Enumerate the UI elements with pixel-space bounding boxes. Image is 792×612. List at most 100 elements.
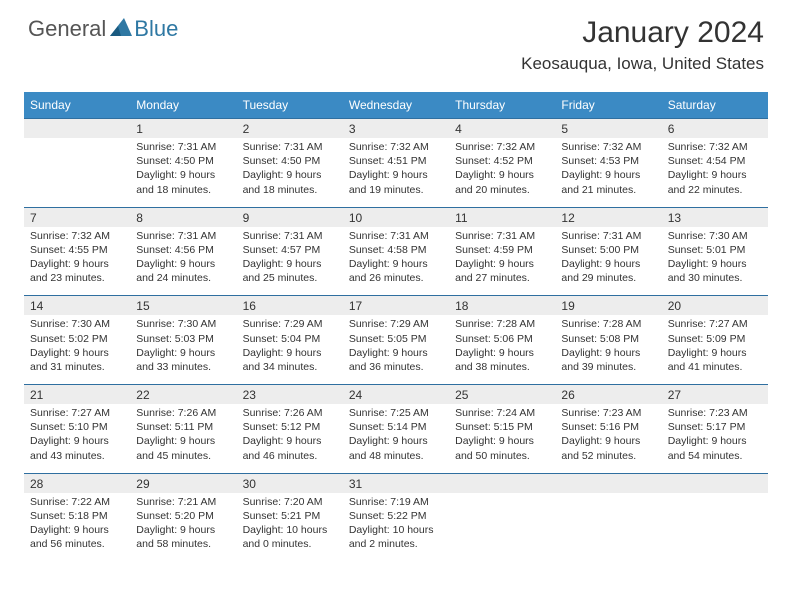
sunrise-line: Sunrise: 7:31 AM [136,140,230,154]
date-number-cell [449,473,555,493]
sunset-line: Sunset: 5:18 PM [30,509,124,523]
sunset-line: Sunset: 5:03 PM [136,332,230,346]
sunrise-line: Sunrise: 7:21 AM [136,495,230,509]
daylight-line: Daylight: 9 hours and 46 minutes. [243,434,337,462]
daylight-line: Daylight: 9 hours and 45 minutes. [136,434,230,462]
sunrise-line: Sunrise: 7:23 AM [561,406,655,420]
date-number-cell: 30 [237,473,343,493]
date-data-cell: Sunrise: 7:28 AMSunset: 5:06 PMDaylight:… [449,315,555,384]
sunset-line: Sunset: 5:11 PM [136,420,230,434]
date-data-cell: Sunrise: 7:29 AMSunset: 5:04 PMDaylight:… [237,315,343,384]
daylight-line: Daylight: 9 hours and 36 minutes. [349,346,443,374]
date-data-cell: Sunrise: 7:32 AMSunset: 4:51 PMDaylight:… [343,138,449,207]
sunset-line: Sunset: 4:59 PM [455,243,549,257]
daylight-line: Daylight: 9 hours and 48 minutes. [349,434,443,462]
date-data-cell: Sunrise: 7:19 AMSunset: 5:22 PMDaylight:… [343,493,449,562]
sunset-line: Sunset: 4:57 PM [243,243,337,257]
date-data-cell: Sunrise: 7:20 AMSunset: 5:21 PMDaylight:… [237,493,343,562]
date-data-cell: Sunrise: 7:31 AMSunset: 4:50 PMDaylight:… [237,138,343,207]
calendar-table: Sunday Monday Tuesday Wednesday Thursday… [24,92,768,561]
daylight-line: Daylight: 9 hours and 34 minutes. [243,346,337,374]
date-number-cell: 17 [343,296,449,316]
date-number-cell [24,119,130,139]
date-data-cell: Sunrise: 7:32 AMSunset: 4:55 PMDaylight:… [24,227,130,296]
sunrise-line: Sunrise: 7:20 AM [243,495,337,509]
sunset-line: Sunset: 5:12 PM [243,420,337,434]
date-data-cell [662,493,768,562]
logo: General Blue [28,16,178,42]
sunrise-line: Sunrise: 7:23 AM [668,406,762,420]
date-data-cell: Sunrise: 7:32 AMSunset: 4:52 PMDaylight:… [449,138,555,207]
sunrise-line: Sunrise: 7:22 AM [30,495,124,509]
sunset-line: Sunset: 4:54 PM [668,154,762,168]
sunset-line: Sunset: 5:02 PM [30,332,124,346]
logo-text-general: General [28,16,106,42]
date-data-row: Sunrise: 7:22 AMSunset: 5:18 PMDaylight:… [24,493,768,562]
sunrise-line: Sunrise: 7:26 AM [243,406,337,420]
month-title: January 2024 [521,16,764,50]
daylight-line: Daylight: 9 hours and 18 minutes. [136,168,230,196]
title-block: January 2024 Keosauqua, Iowa, United Sta… [521,16,764,74]
sunrise-line: Sunrise: 7:28 AM [561,317,655,331]
sunrise-line: Sunrise: 7:32 AM [668,140,762,154]
sunrise-line: Sunrise: 7:31 AM [349,229,443,243]
date-number-cell: 1 [130,119,236,139]
sunset-line: Sunset: 5:01 PM [668,243,762,257]
daylight-line: Daylight: 9 hours and 50 minutes. [455,434,549,462]
date-number-row: 78910111213 [24,207,768,227]
daylight-line: Daylight: 9 hours and 38 minutes. [455,346,549,374]
day-header: Saturday [662,92,768,119]
daylight-line: Daylight: 9 hours and 27 minutes. [455,257,549,285]
daylight-line: Daylight: 9 hours and 21 minutes. [561,168,655,196]
date-number-cell: 27 [662,385,768,405]
daylight-line: Daylight: 9 hours and 25 minutes. [243,257,337,285]
sunrise-line: Sunrise: 7:32 AM [561,140,655,154]
sunset-line: Sunset: 5:14 PM [349,420,443,434]
sunset-line: Sunset: 4:50 PM [136,154,230,168]
date-number-cell: 24 [343,385,449,405]
sunrise-line: Sunrise: 7:29 AM [243,317,337,331]
sunrise-line: Sunrise: 7:27 AM [30,406,124,420]
sunset-line: Sunset: 4:53 PM [561,154,655,168]
day-header: Friday [555,92,661,119]
header: General Blue January 2024 Keosauqua, Iow… [0,0,792,82]
sunset-line: Sunset: 4:55 PM [30,243,124,257]
date-number-cell: 18 [449,296,555,316]
logo-triangle-icon [110,18,132,41]
date-data-cell: Sunrise: 7:31 AMSunset: 5:00 PMDaylight:… [555,227,661,296]
date-data-cell: Sunrise: 7:31 AMSunset: 4:50 PMDaylight:… [130,138,236,207]
date-number-cell: 23 [237,385,343,405]
sunrise-line: Sunrise: 7:32 AM [349,140,443,154]
date-data-cell: Sunrise: 7:31 AMSunset: 4:58 PMDaylight:… [343,227,449,296]
date-number-cell: 4 [449,119,555,139]
date-data-cell: Sunrise: 7:27 AMSunset: 5:09 PMDaylight:… [662,315,768,384]
date-number-cell: 11 [449,207,555,227]
daylight-line: Daylight: 9 hours and 41 minutes. [668,346,762,374]
daylight-line: Daylight: 9 hours and 23 minutes. [30,257,124,285]
date-number-cell: 16 [237,296,343,316]
sunset-line: Sunset: 5:16 PM [561,420,655,434]
sunrise-line: Sunrise: 7:30 AM [136,317,230,331]
date-data-row: Sunrise: 7:31 AMSunset: 4:50 PMDaylight:… [24,138,768,207]
date-data-cell [449,493,555,562]
daylight-line: Daylight: 9 hours and 29 minutes. [561,257,655,285]
date-data-cell: Sunrise: 7:30 AMSunset: 5:01 PMDaylight:… [662,227,768,296]
date-data-cell: Sunrise: 7:25 AMSunset: 5:14 PMDaylight:… [343,404,449,473]
daylight-line: Daylight: 9 hours and 22 minutes. [668,168,762,196]
sunset-line: Sunset: 5:09 PM [668,332,762,346]
date-number-cell: 21 [24,385,130,405]
date-data-cell [555,493,661,562]
logo-text-blue: Blue [134,16,178,42]
date-number-row: 14151617181920 [24,296,768,316]
date-number-cell: 20 [662,296,768,316]
sunrise-line: Sunrise: 7:31 AM [243,229,337,243]
date-number-cell: 5 [555,119,661,139]
sunset-line: Sunset: 4:51 PM [349,154,443,168]
date-data-cell: Sunrise: 7:31 AMSunset: 4:57 PMDaylight:… [237,227,343,296]
date-number-row: 123456 [24,119,768,139]
sunrise-line: Sunrise: 7:25 AM [349,406,443,420]
daylight-line: Daylight: 9 hours and 52 minutes. [561,434,655,462]
day-header: Monday [130,92,236,119]
date-number-cell: 2 [237,119,343,139]
sunrise-line: Sunrise: 7:28 AM [455,317,549,331]
